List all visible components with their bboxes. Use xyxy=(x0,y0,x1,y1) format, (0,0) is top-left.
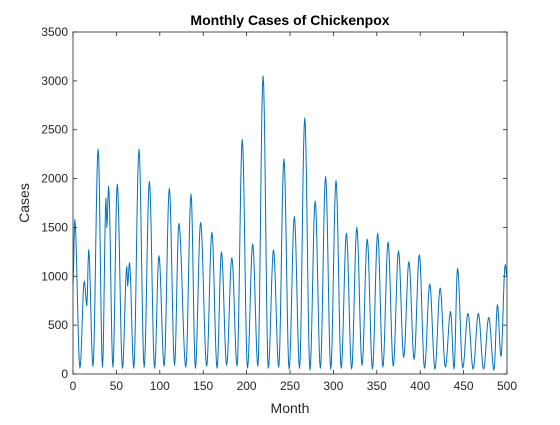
x-tick-label: 350 xyxy=(367,379,387,393)
x-tick-label: 50 xyxy=(110,379,124,393)
y-tick-label: 500 xyxy=(48,318,68,332)
x-tick-label: 250 xyxy=(280,379,300,393)
y-axis-label: Cases xyxy=(16,183,32,223)
x-tick-label: 150 xyxy=(193,379,213,393)
x-tick-label: 0 xyxy=(70,379,77,393)
chart-title: Monthly Cases of Chickenpox xyxy=(190,12,389,28)
y-tick-label: 3500 xyxy=(41,25,68,39)
y-tick-label: 1000 xyxy=(41,269,68,283)
x-ticks: 0 50 100 150 200 250 300 350 400 450 500 xyxy=(70,32,517,393)
y-tick-label: 3000 xyxy=(41,74,68,88)
axes-background xyxy=(73,32,507,374)
y-tick-label: 1500 xyxy=(41,220,68,234)
x-tick-label: 450 xyxy=(454,379,474,393)
y-tick-label: 0 xyxy=(61,367,68,381)
plot-layer xyxy=(72,75,508,371)
x-tick-label: 200 xyxy=(237,379,257,393)
x-tick-label: 300 xyxy=(323,379,343,393)
x-tick-label: 400 xyxy=(410,379,430,393)
x-tick-label: 500 xyxy=(497,379,517,393)
x-tick-label: 100 xyxy=(150,379,170,393)
y-tick-label: 2000 xyxy=(41,172,68,186)
y-tick-label: 2500 xyxy=(41,123,68,137)
axes-box xyxy=(72,31,508,375)
y-ticks: 0 500 1000 1500 2000 2500 3000 3500 xyxy=(41,25,507,381)
series-line xyxy=(72,75,508,371)
x-axis-label: Month xyxy=(271,400,310,416)
